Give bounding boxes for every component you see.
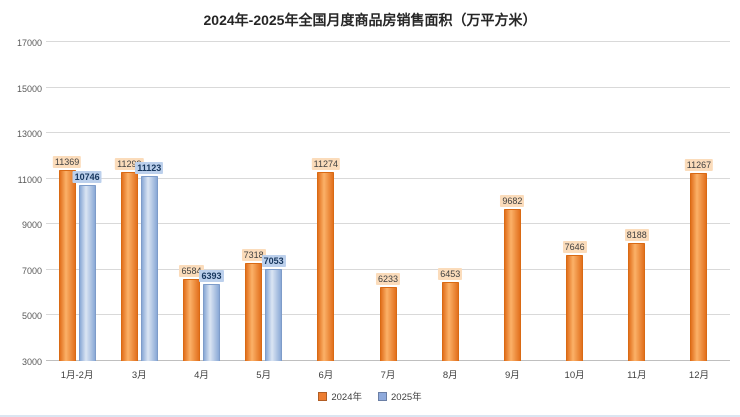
y-tick-label: 15000 xyxy=(16,83,42,94)
bar-2025: 7053 xyxy=(261,254,286,361)
x-axis-label: 4月 xyxy=(194,370,209,381)
bar-group: 11274 xyxy=(295,44,357,361)
bar-2024: 11369 xyxy=(52,156,82,361)
x-axis-label: 3月 xyxy=(131,370,147,381)
legend-label: 2024年 xyxy=(331,392,362,403)
bar-value-label: 11274 xyxy=(311,158,341,171)
bar-2025: 6393 xyxy=(199,269,224,361)
bar-value-label: 11123 xyxy=(135,161,164,174)
bar-2025: 10746 xyxy=(72,170,102,361)
bar-2024: 7318 xyxy=(241,248,266,361)
x-axis-label: 6月 xyxy=(318,370,334,381)
bar-value-label: 6584 xyxy=(179,265,204,278)
bar-value-label: 6393 xyxy=(199,269,224,282)
y-tick-label: 13000 xyxy=(16,129,42,140)
legend-label: 2025年 xyxy=(391,392,422,403)
x-axis-label: 7月 xyxy=(380,370,396,381)
bar-fill xyxy=(628,242,646,361)
bar-2024: 8188 xyxy=(624,228,649,361)
chart-title: 2024年-2025年全国月度商品房销售面积（万平方米） xyxy=(203,12,537,28)
bar-2024: 11299 xyxy=(115,157,144,361)
bar-group: 6453 xyxy=(419,44,481,361)
bar-group: 8188 xyxy=(606,44,668,361)
legend-swatch-icon xyxy=(318,391,328,401)
bar-value-label: 10746 xyxy=(72,170,102,183)
bar-2024: 6453 xyxy=(438,268,463,361)
x-axis-label: 11月 xyxy=(627,370,647,381)
legend-item-2024: 2024年 xyxy=(318,389,362,403)
y-tick-label: 11000 xyxy=(17,174,42,185)
gridline xyxy=(46,41,730,42)
bar-group: 11267 xyxy=(668,44,730,361)
bar-fill xyxy=(58,170,76,361)
bar-2024: 11274 xyxy=(311,158,341,361)
gridline xyxy=(46,132,730,134)
bar-fill xyxy=(182,279,200,361)
bars-layer: 11369 10746 11299 11123 6584 6393 7318 7053 1127… xyxy=(46,44,730,361)
bar-2024: 11267 xyxy=(684,158,714,361)
bar-group: 7318 7053 xyxy=(233,44,295,361)
gridline xyxy=(46,86,730,88)
y-tick-label: 3000 xyxy=(21,357,42,367)
bar-fill xyxy=(78,184,96,361)
x-axis-label: 12月 xyxy=(688,370,709,381)
bar-value-label: 7646 xyxy=(562,241,587,254)
bar-value-label: 9682 xyxy=(500,194,525,207)
bar-fill xyxy=(245,262,263,361)
bar-value-label: 7053 xyxy=(261,254,286,267)
legend: 2024年 2025年 xyxy=(0,389,740,403)
x-axis-label: 8月 xyxy=(442,370,458,381)
bar-fill xyxy=(120,171,138,361)
bar-fill xyxy=(690,172,708,361)
y-tick-label: 9000 xyxy=(21,220,42,231)
x-axis-label: 1月-2月 xyxy=(60,370,94,381)
bar-group: 7646 xyxy=(544,44,606,361)
bar-fill xyxy=(503,208,521,361)
bar-fill xyxy=(379,287,397,361)
bar-2024: 9682 xyxy=(500,194,525,361)
bar-value-label: 6453 xyxy=(438,268,463,281)
bar-fill xyxy=(202,283,220,361)
bar-2024: 6584 xyxy=(179,265,204,361)
bar-value-label: 7318 xyxy=(241,248,266,261)
bar-value-label: 6233 xyxy=(376,273,401,286)
x-axis-label: 5月 xyxy=(256,370,272,381)
y-tick-label: 5000 xyxy=(21,311,42,322)
bar-group: 6584 6393 xyxy=(170,44,232,361)
bar-value-label: 11369 xyxy=(52,156,82,169)
bar-value-label: 11267 xyxy=(684,158,714,171)
bar-group: 9682 xyxy=(481,44,543,361)
plot-area: 3000 5000 7000 9000 11000 13000 15000 17000 113… xyxy=(17,38,730,367)
bar-fill xyxy=(566,255,584,361)
x-axis-label: 10月 xyxy=(564,370,585,381)
bar-2024: 6233 xyxy=(376,273,401,361)
y-tick-label: 7000 xyxy=(21,265,42,276)
gridline xyxy=(46,177,730,179)
legend-item-2025: 2025年 xyxy=(378,389,422,403)
bar-group: 11299 11123 xyxy=(108,44,170,361)
gridline xyxy=(46,223,730,225)
bar-fill xyxy=(265,268,283,361)
bar-fill xyxy=(441,282,459,361)
legend-swatch-icon xyxy=(378,391,387,401)
bar-group: 6233 xyxy=(357,44,419,361)
x-axis: 1月-2月 3月 4月 5月 6月 7月 8月 9月 10月 11月 12月 xyxy=(46,367,730,381)
bar-fill xyxy=(317,172,335,361)
bar-fill xyxy=(140,175,158,361)
bar-group: 11369 10746 xyxy=(46,44,108,361)
bar-2025: 11123 xyxy=(135,161,164,361)
y-tick-label: 17000 xyxy=(16,38,42,48)
bar-2024: 7646 xyxy=(562,241,587,361)
bar-value-label: 8188 xyxy=(624,228,649,241)
x-axis-label: 9月 xyxy=(505,370,520,381)
gridline xyxy=(46,268,730,270)
